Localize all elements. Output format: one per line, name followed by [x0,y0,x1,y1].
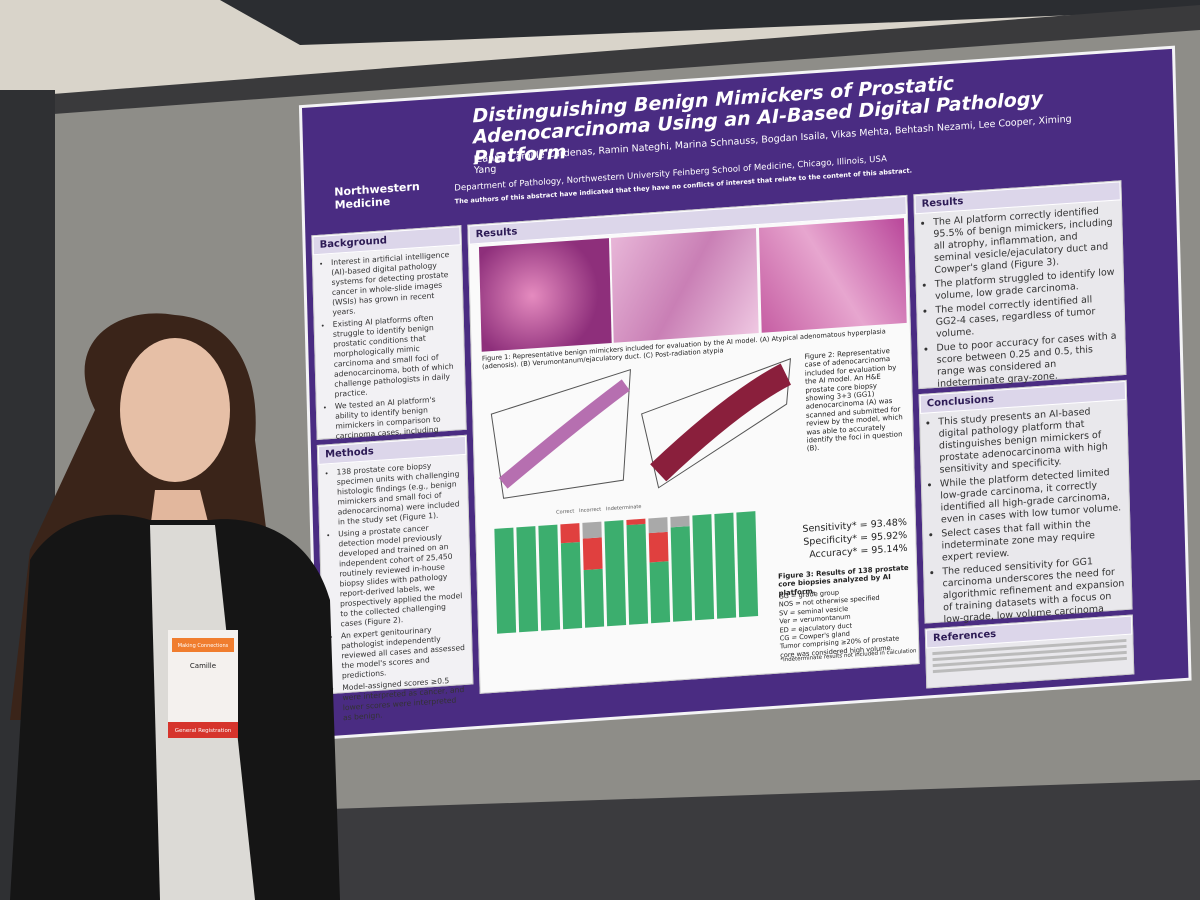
bar-segment [582,521,602,539]
tissue [498,379,630,489]
histology-image [610,228,759,343]
bar-segment [560,542,583,630]
bullet-list: This study presents an AI-based digital … [920,400,1132,646]
results-right-panel: Results The AI platform correctly identi… [913,180,1127,390]
bar-segment [736,511,759,618]
bullet: 138 prostate core biopsy specimen units … [336,459,462,527]
histology-image [478,238,612,352]
bar-segment [670,526,693,622]
metrics: Sensitivity* = 93.48% Specificity* = 95.… [777,516,908,564]
booth-frame [40,5,1200,115]
poster: Distinguishing Benign Mimickers of Prost… [302,48,1189,737]
figure-3-chart [494,511,759,634]
badge-ribbon [168,722,238,738]
person: Making Connections Camille General Regis… [10,313,340,900]
bullet: Existing AI platforms often struggle to … [333,311,459,399]
badge-name: Camille [190,662,216,670]
bullet: An expert genitourinary pathologist inde… [341,623,466,681]
annotation-outline [490,368,631,499]
bar-segment [626,518,646,526]
histology-image [758,218,907,333]
bar-segment [670,515,690,528]
booth-base [300,780,1200,900]
legend-entry: Correct [555,508,575,516]
bullet: The AI platform correctly identified 95.… [933,205,1117,277]
badge-ribbon-text: General Registration [175,728,232,734]
bar-segment [516,526,539,633]
bar-segment [494,527,517,634]
results-panel: Results Figure 1: Representative benign … [467,194,920,694]
bar-segment [692,514,715,621]
bar-segment [604,520,627,627]
bar-segment [649,561,671,624]
bar-segment [583,568,605,628]
badge-logo [172,638,234,652]
figure-2 [490,358,792,499]
figure-caption: Figure 2: Representative case of adenoca… [804,347,903,454]
ceiling [220,0,1200,45]
bar-segment [714,512,737,619]
bar-segment [560,523,580,544]
bullet: Model-assigned scores ≥0.5 were interpre… [342,675,467,723]
bullet: This study presents an AI-based digital … [938,404,1122,476]
references-panel: References [924,614,1135,689]
bar-segment [648,517,668,534]
badge-event: Making Connections [178,643,229,649]
bar-segment [648,531,669,563]
conclusions-panel: Conclusions This study presents an AI-ba… [918,379,1133,637]
bar-group [494,511,759,634]
bar-segment [582,537,603,571]
face [120,338,230,482]
logo: Northwestern Medicine [334,180,420,212]
bullet: Using a prostate cancer detection model … [338,521,465,629]
tissue-heatmap [650,363,792,482]
bar-segment [626,523,649,625]
bullet-list: The AI platform correctly identified 95.… [915,200,1126,398]
bar-segment [538,524,561,631]
